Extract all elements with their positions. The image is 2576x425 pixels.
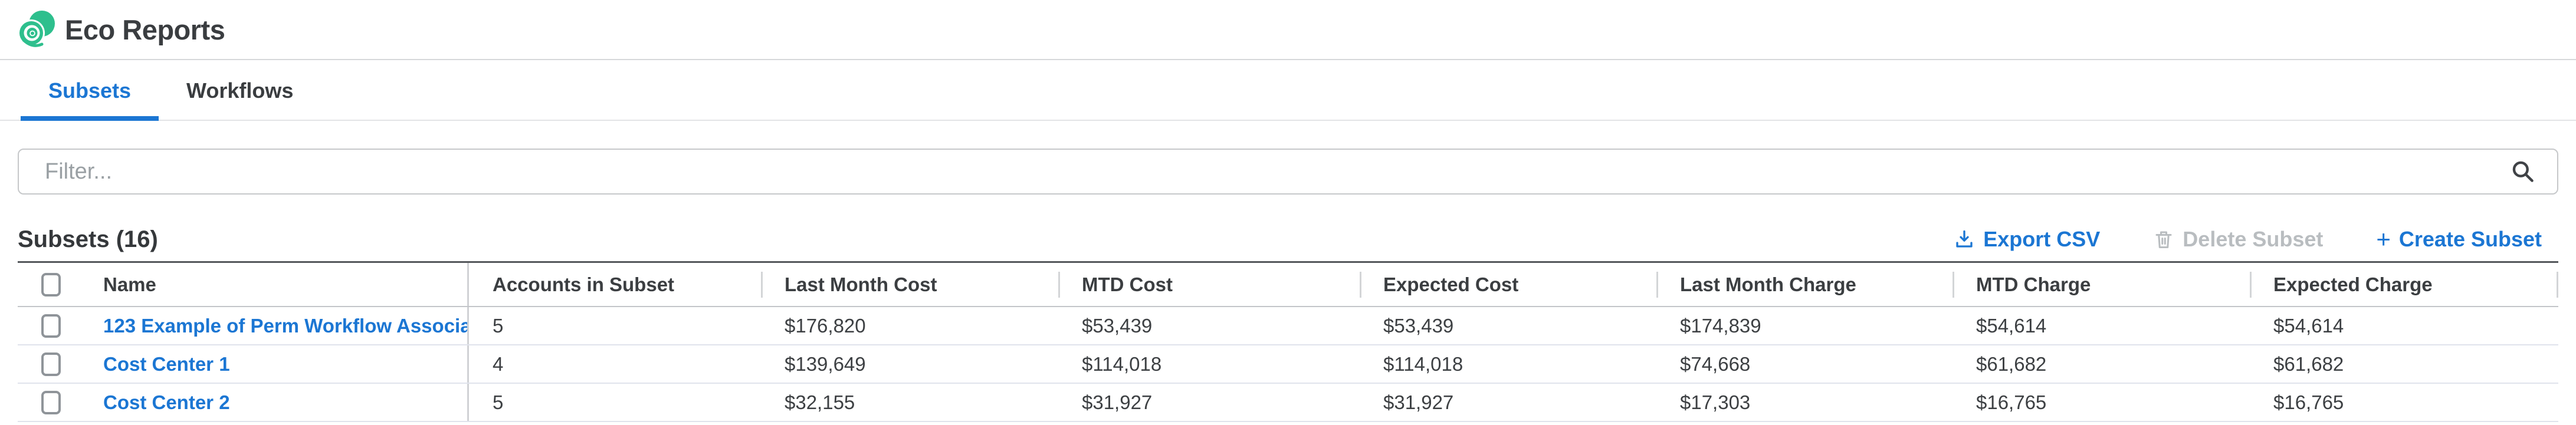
column-header-mtd-charge[interactable]: MTD Charge (1952, 263, 2250, 306)
delete-subset-label: Delete Subset (2183, 227, 2324, 251)
mtd-charge-cell: $54,614 (1976, 314, 2047, 337)
row-checkbox-cell (18, 345, 80, 383)
column-header-mtd-cost[interactable]: MTD Cost (1058, 263, 1360, 306)
accounts-cell: 4 (467, 345, 761, 383)
accounts-cell: 5 (467, 307, 761, 344)
last-month-cost-cell: $176,820 (785, 314, 866, 337)
table-row: 123 Example of Perm Workflow Association… (18, 307, 2558, 345)
column-header-last-month-charge[interactable]: Last Month Charge (1656, 263, 1952, 306)
create-subset-label: Create Subset (2398, 227, 2542, 251)
mtd-cost-cell: $31,927 (1082, 391, 1153, 413)
table-header-row: Name Accounts in Subset Last Month Cost … (18, 263, 2558, 307)
subsets-table: Name Accounts in Subset Last Month Cost … (18, 261, 2558, 422)
delete-subset-button[interactable]: Delete Subset (2153, 227, 2323, 252)
last-month-charge-cell: $17,303 (1680, 391, 1751, 413)
last-month-charge-cell: $174,839 (1680, 314, 1761, 337)
column-header-name[interactable]: Name (103, 273, 156, 295)
tab-bar: Subsets Workflows (0, 60, 2576, 121)
mtd-cost-cell: $53,439 (1082, 314, 1153, 337)
expected-cost-cell: $53,439 (1383, 314, 1454, 337)
column-header-expected-charge[interactable]: Expected Charge (2250, 263, 2558, 306)
trash-icon (2155, 231, 2172, 248)
expected-cost-cell: $31,927 (1383, 391, 1454, 413)
app-header: Eco Reports (0, 0, 2576, 60)
row-checkbox-cell (18, 384, 80, 421)
expected-cost-cell: $114,018 (1383, 352, 1463, 375)
mtd-cost-cell: $114,018 (1082, 352, 1162, 375)
table-row: Cost Center 1 4 $139,649 $114,018 $114,0… (18, 345, 2558, 384)
subset-name-link[interactable]: 123 Example of Perm Workflow Association (103, 314, 467, 337)
row-checkbox-cell (18, 307, 80, 344)
mtd-charge-cell: $61,682 (1976, 352, 2047, 375)
select-all-checkbox[interactable] (41, 272, 61, 296)
tab-subsets-label: Subsets (48, 78, 132, 103)
plus-icon: + (2376, 225, 2391, 253)
search-icon[interactable] (2510, 159, 2536, 185)
subset-name-link[interactable]: Cost Center 1 (103, 352, 230, 375)
filter-input[interactable] (18, 149, 2558, 195)
create-subset-button[interactable]: + Create Subset (2376, 227, 2542, 252)
header-checkbox-cell (18, 263, 80, 306)
page-title: Eco Reports (65, 14, 225, 45)
column-header-accounts[interactable]: Accounts in Subset (467, 263, 761, 306)
row-checkbox[interactable] (41, 314, 61, 338)
column-header-expected-cost[interactable]: Expected Cost (1360, 263, 1656, 306)
subset-name-link[interactable]: Cost Center 2 (103, 391, 230, 413)
eco-swirl-logo-icon (18, 11, 55, 47)
row-checkbox[interactable] (41, 352, 61, 376)
action-buttons: Export CSV Delete Subset + Create Subset (1954, 227, 2558, 252)
expected-charge-cell: $54,614 (2273, 314, 2344, 337)
download-icon (1956, 230, 1973, 248)
expected-charge-cell: $61,682 (2273, 352, 2344, 375)
last-month-cost-cell: $139,649 (785, 352, 866, 375)
table-row: Cost Center 2 5 $32,155 $31,927 $31,927 … (18, 384, 2558, 422)
tab-subsets[interactable]: Subsets (21, 60, 159, 121)
tab-workflows[interactable]: Workflows (159, 60, 321, 121)
accounts-cell: 5 (467, 384, 761, 421)
last-month-charge-cell: $74,668 (1680, 352, 1751, 375)
column-header-last-month-cost[interactable]: Last Month Cost (761, 263, 1058, 306)
row-checkbox[interactable] (41, 390, 61, 414)
expected-charge-cell: $16,765 (2273, 391, 2344, 413)
tab-workflows-label: Workflows (186, 78, 294, 103)
export-csv-label: Export CSV (1983, 227, 2101, 251)
mtd-charge-cell: $16,765 (1976, 391, 2047, 413)
filter-bar (18, 149, 2558, 195)
section-title: Subsets (16) (18, 226, 158, 252)
last-month-cost-cell: $32,155 (785, 391, 855, 413)
export-csv-button[interactable]: Export CSV (1954, 227, 2100, 252)
section-header: Subsets (16) Export CSV Delete Subset + … (18, 225, 2558, 253)
